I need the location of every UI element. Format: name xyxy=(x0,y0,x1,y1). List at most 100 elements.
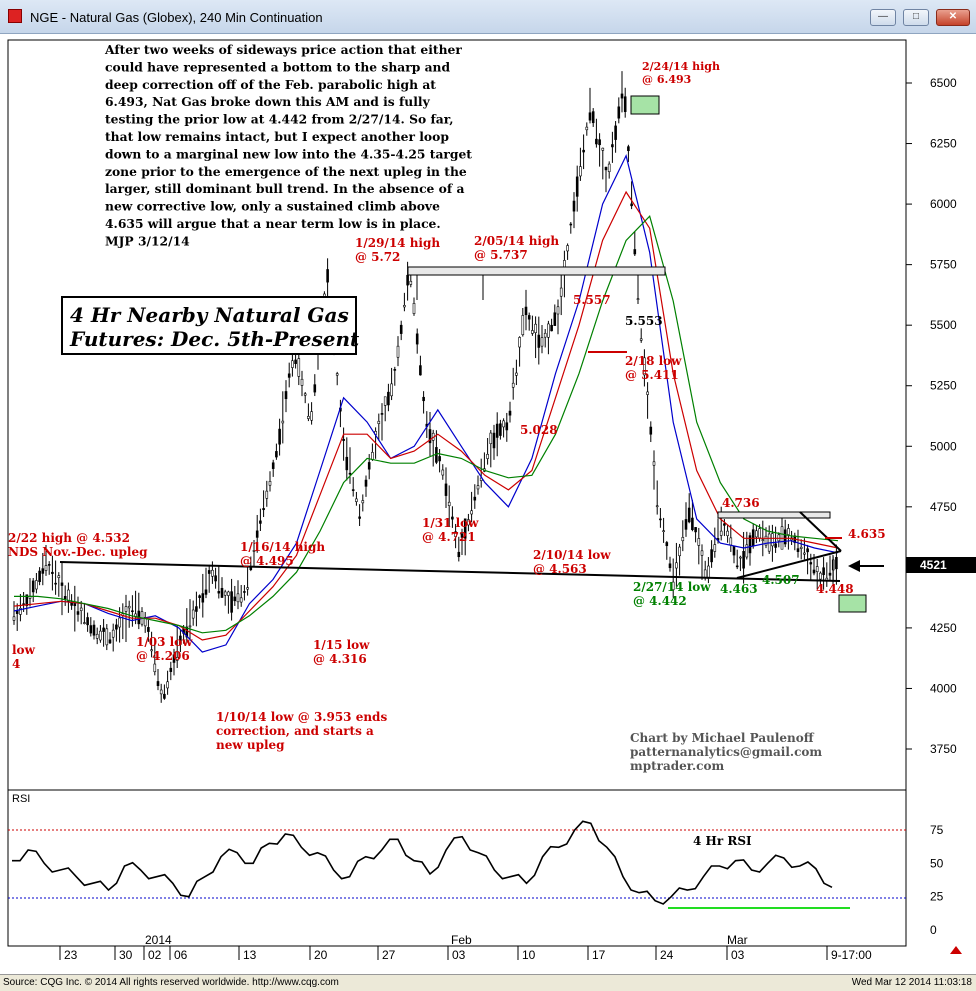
candle-body xyxy=(614,125,617,140)
candle-body xyxy=(636,298,640,301)
candle-body xyxy=(275,451,278,458)
period-label: 2014 xyxy=(145,933,172,947)
candle-body xyxy=(201,593,205,603)
price-panel xyxy=(7,39,907,791)
candle-body xyxy=(713,544,717,552)
candle-body xyxy=(524,306,528,316)
annotation: low 4 xyxy=(12,643,36,671)
candle-body xyxy=(572,200,576,212)
time-tick-label: 24 xyxy=(660,948,674,962)
candle-body xyxy=(755,530,758,538)
candle-body xyxy=(566,245,569,252)
time-axis: 23 30 02 06 13 20 27 03 10 17 24 03 9-17:00 2014 Feb Ma… xyxy=(59,933,872,962)
candle-body xyxy=(86,617,89,626)
annotation: 4.736 xyxy=(722,496,760,510)
candle-body xyxy=(630,203,633,207)
candle-body xyxy=(607,163,611,173)
rsi-title: 4 Hr RSI xyxy=(693,834,752,848)
candle-body xyxy=(60,582,64,586)
rsi-series xyxy=(12,820,833,905)
maximize-button[interactable]: □ xyxy=(903,9,929,26)
candle-body xyxy=(601,147,605,151)
candle-body xyxy=(153,663,157,673)
candle-body xyxy=(259,520,262,524)
candle-body xyxy=(537,334,541,348)
candle-body xyxy=(553,312,557,326)
time-tick-label: 17 xyxy=(592,948,606,962)
candle-body xyxy=(351,489,355,491)
window-titlebar: NGE - Natural Gas (Globex), 240 Min Cont… xyxy=(0,0,976,34)
candle-body xyxy=(806,548,809,553)
candle-body xyxy=(326,269,329,283)
candle-body xyxy=(710,549,713,563)
candle-body xyxy=(575,176,579,197)
candle-body xyxy=(422,396,425,402)
candle-body xyxy=(473,496,477,501)
candle-body xyxy=(214,575,217,582)
credit-line1: Chart by Michael Paulenoff xyxy=(630,731,815,745)
candle-body xyxy=(582,149,585,153)
annotation: 2/24/14 high @ 6.493 xyxy=(642,60,720,86)
candle-body xyxy=(83,622,86,624)
candle-body xyxy=(364,479,368,487)
candle-body xyxy=(393,369,397,371)
candle-body xyxy=(188,625,192,628)
time-tick-label: 30 xyxy=(119,948,133,962)
candle-body xyxy=(371,452,374,460)
window-title: NGE - Natural Gas (Globex), 240 Min Cont… xyxy=(30,10,323,25)
candle-body xyxy=(179,635,182,645)
candle-body xyxy=(502,420,505,428)
candle-body xyxy=(758,528,761,539)
candle-body xyxy=(342,438,345,441)
candle-body xyxy=(681,537,685,542)
rsi-panel-label: RSI xyxy=(12,793,30,805)
commentary-line: new corrective low, only a sustained cli… xyxy=(105,199,440,214)
annotation: 5.028 xyxy=(520,423,558,437)
candle-body xyxy=(396,345,400,358)
candle-body xyxy=(470,510,473,515)
candle-body xyxy=(415,333,419,345)
price-tick-label: 5500 xyxy=(930,318,957,332)
candle-body xyxy=(419,365,422,376)
rsi-tick-label: 0 xyxy=(930,923,937,937)
annotation: 2/10/14 low @ 4.563 xyxy=(533,548,611,576)
candle-body xyxy=(19,607,22,615)
candle-body xyxy=(108,639,112,644)
price-chart[interactable]: 6500625060005750550052505000475045004250… xyxy=(0,34,976,974)
annotation: 1/29/14 high @ 5.72 xyxy=(355,236,440,264)
commentary-line: that low remains intact, but I expect an… xyxy=(105,129,449,144)
price-tick-label: 5750 xyxy=(930,258,957,272)
candle-body xyxy=(476,485,480,490)
time-tick-label: 13 xyxy=(243,948,257,962)
candle-body xyxy=(255,530,259,538)
candle-body xyxy=(515,372,518,376)
candle-body xyxy=(671,581,675,591)
candle-body xyxy=(131,610,134,613)
candle-body xyxy=(195,606,198,612)
commentary-line: deep correction off of the Feb. paraboli… xyxy=(105,77,436,92)
close-button[interactable]: ✕ xyxy=(936,9,970,26)
candle-body xyxy=(79,607,83,611)
candle-body xyxy=(703,569,707,578)
annotation: 1/31 low @ 4.721 xyxy=(422,516,479,544)
commentary-text: After two weeks of sideways price action… xyxy=(104,42,472,248)
time-tick-label: 02 xyxy=(148,948,162,962)
commentary-line: 4.635 will argue that a near term low is… xyxy=(105,216,441,231)
minimize-button[interactable]: — xyxy=(870,9,896,26)
high-marker-box xyxy=(630,95,660,115)
status-datetime: Wed Mar 12 2014 11:03:18 xyxy=(851,977,972,988)
candle-body xyxy=(604,166,608,171)
candle-body xyxy=(460,533,464,538)
candle-body xyxy=(227,591,230,596)
candle-body xyxy=(569,223,573,226)
candle-body xyxy=(191,609,195,619)
candle-body xyxy=(822,567,825,576)
candle-body xyxy=(521,315,525,336)
candle-body xyxy=(579,166,582,177)
candle-body xyxy=(41,568,45,574)
candle-body xyxy=(12,616,16,621)
candle-body xyxy=(652,461,656,466)
candle-body xyxy=(438,456,441,462)
candle-body xyxy=(556,306,560,315)
candle-body xyxy=(508,410,512,416)
